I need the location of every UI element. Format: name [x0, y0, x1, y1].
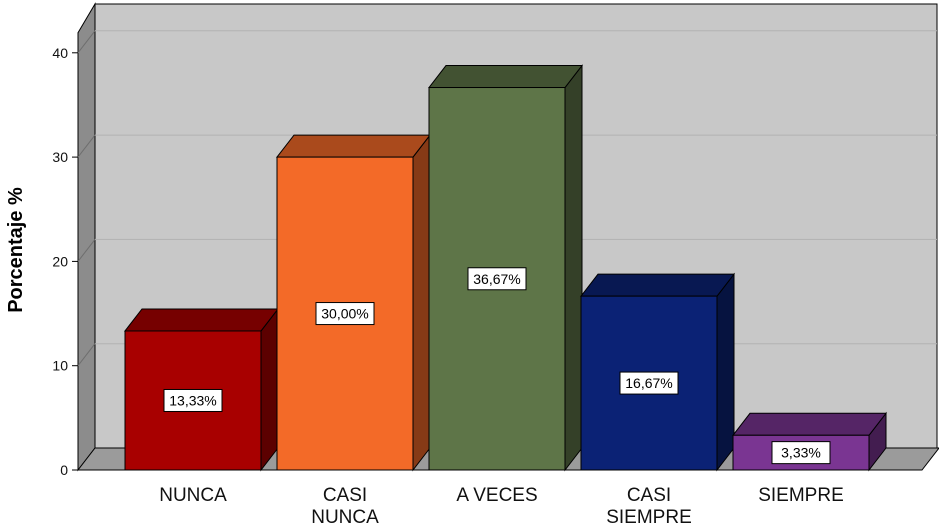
- y-tick-label: 10: [52, 358, 68, 374]
- x-tick-label: A VECES: [456, 485, 537, 506]
- data-label: 36,67%: [467, 267, 527, 291]
- x-tick-label: SIEMPRE: [758, 485, 844, 506]
- x-tick-label: NUNCA: [159, 485, 227, 506]
- y-axis-title: Porcentaje %: [5, 187, 27, 313]
- data-label-text: 30,00%: [321, 306, 368, 322]
- gridline-side: [77, 30, 96, 54]
- gridline-side: [77, 239, 96, 262]
- bar-side: [260, 307, 279, 472]
- bar-5: [731, 411, 888, 472]
- bar-top: [275, 134, 432, 158]
- bar-side: [716, 272, 735, 472]
- data-label-box: [163, 388, 223, 412]
- x-tick-label: CASI NUNCA: [311, 485, 379, 528]
- data-label: 30,00%: [315, 302, 375, 326]
- y-tick-label: 30: [52, 149, 68, 165]
- data-label-text: 16,67%: [625, 375, 672, 391]
- gridline-side: [77, 343, 96, 367]
- left-wall: [77, 2, 96, 472]
- bar-top: [123, 308, 280, 332]
- bar-top: [579, 273, 736, 297]
- bar-side: [412, 133, 431, 472]
- x-axis: NUNCA CASI NUNCA A VECES CASI SIEMPRE SIEMPRE: [159, 485, 844, 528]
- y-axis: 0 10 20 30 40: [52, 45, 78, 478]
- data-label: 13,33%: [163, 388, 223, 412]
- bar-side: [564, 64, 583, 472]
- gridline-side: [77, 134, 96, 158]
- data-label-text: 13,33%: [169, 392, 216, 408]
- data-label-box: [619, 371, 679, 395]
- x-tick-label: CASI SIEMPRE: [606, 485, 692, 528]
- data-labels: 13,33% 30,00% 36,67% 16,67% 3,33%: [163, 267, 831, 465]
- data-label-text: 3,33%: [781, 445, 821, 461]
- bar-top: [427, 65, 584, 89]
- data-label-box: [467, 267, 527, 291]
- data-label-box: [315, 302, 375, 326]
- data-label: 16,67%: [619, 371, 679, 395]
- data-label-text: 36,67%: [473, 271, 520, 287]
- data-label-box: [771, 441, 831, 465]
- y-tick-label: 0: [60, 462, 68, 478]
- y-tick-label: 20: [52, 253, 68, 269]
- bar-1: [123, 307, 280, 472]
- bar-3: [427, 64, 584, 472]
- bar-top: [731, 412, 888, 436]
- data-label: 3,33%: [771, 441, 831, 465]
- y-tick-label: 40: [52, 45, 68, 61]
